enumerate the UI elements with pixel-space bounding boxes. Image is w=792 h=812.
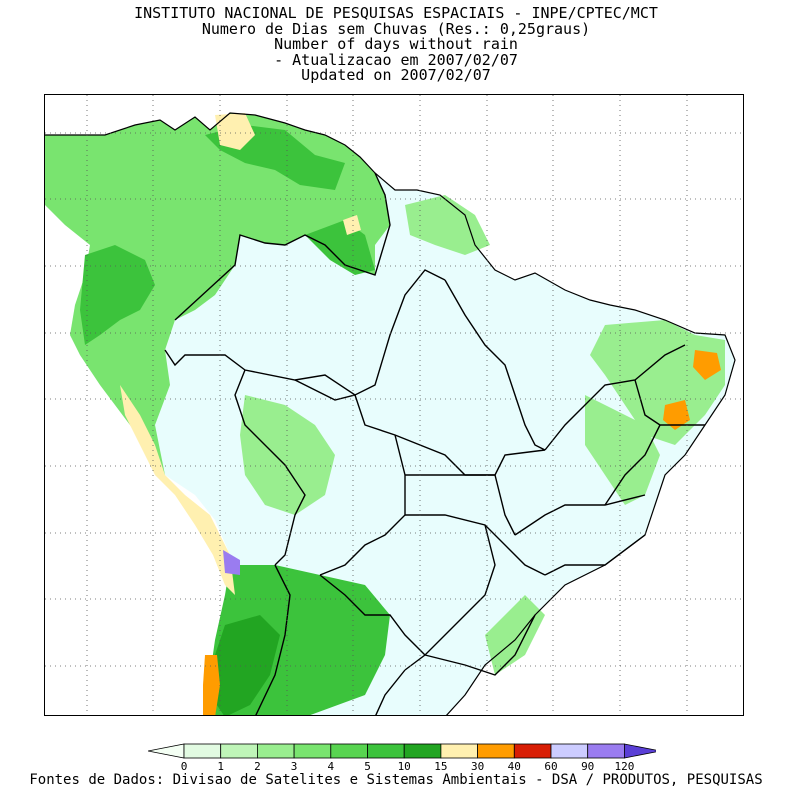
region-15-30-days-peru-chile	[120, 385, 235, 595]
region-1-4-days-southeast	[485, 595, 545, 675]
title-product-pt: Numero de Dias sem Chuvas (Res.: 0,25gra…	[201, 19, 591, 38]
lat-lon-grid	[45, 95, 743, 715]
legend-color-box	[587, 743, 625, 759]
legend-tick-label: 5	[364, 760, 371, 773]
region-5-10-days-colombia	[80, 245, 155, 345]
map-panel	[44, 94, 744, 716]
legend-color-box	[367, 743, 405, 759]
legend-color-box	[293, 743, 332, 759]
legend-tick-label: 40	[508, 760, 521, 773]
legend-tick-label: 3	[291, 760, 298, 773]
region-30-40-days-bahia-coast	[663, 400, 690, 430]
region-1-4-days-east	[585, 395, 660, 505]
legend-tick-label: 90	[581, 760, 594, 773]
region-1-4-days-amapa	[405, 195, 490, 255]
region-30-40-days-northeast-tip	[693, 350, 721, 380]
legend-color-box	[477, 743, 515, 759]
legend-color-box	[403, 743, 442, 759]
legend-color-box	[513, 743, 552, 759]
title-institution: INSTITUTO NACIONAL DE PESQUISAS ESPACIAI…	[134, 4, 658, 22]
region-5-10-days-guyana	[305, 220, 375, 275]
title-product-en: Number of days without rain	[274, 35, 518, 53]
title-update-pt: - Atualizacao em 2007/02/07	[274, 50, 518, 69]
legend-color-box	[257, 743, 295, 759]
legend-tick-label: 4	[327, 760, 334, 773]
coastline	[45, 112, 736, 715]
region-30-40-days-atacama	[203, 655, 220, 715]
map-title-block: INSTITUTO NACIONAL DE PESQUISAS ESPACIAI…	[0, 4, 792, 84]
legend-color-box	[440, 743, 478, 759]
south-america-dry-days-map	[45, 95, 743, 715]
legend-tick-label: 0	[181, 760, 188, 773]
region-1-4-days-central	[240, 395, 335, 515]
legend-tick-label: 15	[434, 760, 447, 773]
legend-arrow-low	[148, 743, 185, 759]
region-1-4-days-northeast	[590, 320, 725, 445]
legend-tick-label: 30	[471, 760, 484, 773]
legend-color-box	[183, 743, 222, 759]
legend-tick-label: 1	[217, 760, 224, 773]
region-15-30-days-roraima	[343, 215, 361, 235]
region-90-120-days-atacama	[223, 550, 240, 575]
legend-tick-label: 60	[544, 760, 557, 773]
legend-arrow-high	[623, 743, 656, 759]
region-15-30-days-venezuela-coast	[215, 113, 255, 150]
title-update-en: Updated on 2007/02/07	[301, 66, 491, 84]
legend-color-box	[330, 743, 368, 759]
legend-tick-label: 120	[614, 760, 634, 773]
legend-tick-label: 2	[254, 760, 261, 773]
legend-tick-label: 10	[398, 760, 411, 773]
color-scale-legend: 0 1 2 3 4 5 10 15 30 40 60 90 120	[148, 743, 656, 773]
legend-color-box	[220, 743, 258, 759]
region-1-4-days-northwest	[45, 113, 390, 475]
legend-color-box	[550, 743, 589, 759]
region-10-15-days-south	[210, 615, 280, 715]
data-source-footer: Fontes de Dados: Divisao de Satelites e …	[29, 772, 763, 788]
